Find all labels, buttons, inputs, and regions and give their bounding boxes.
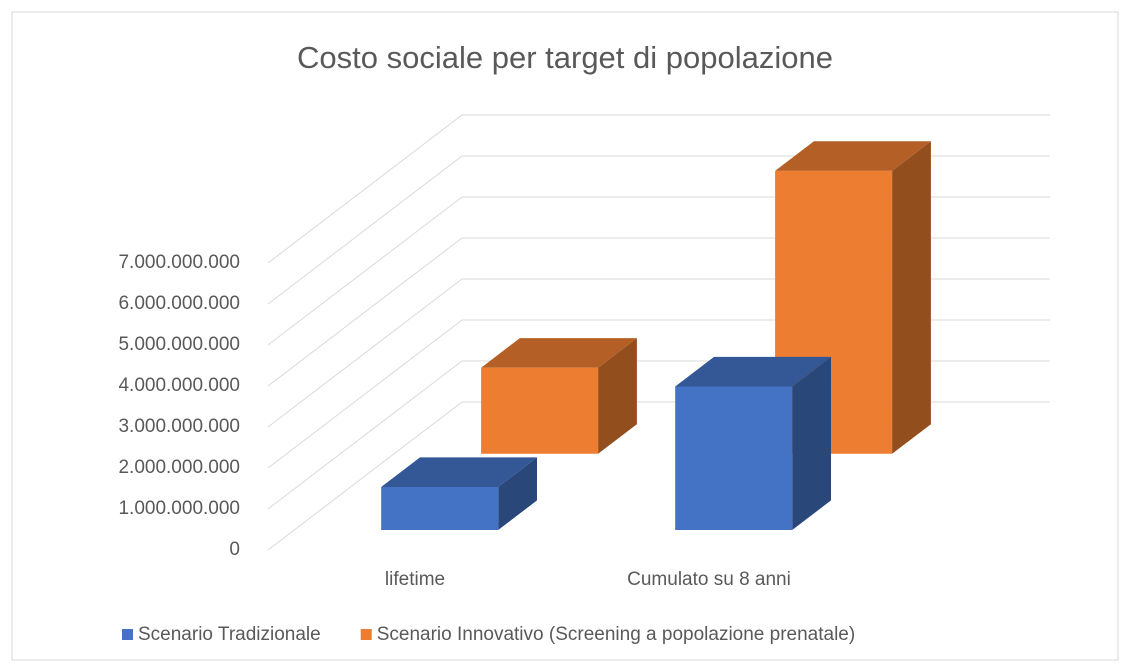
y-tick-label: 7.000.000.000 [118,252,240,273]
bar-top [675,356,831,387]
bar-front [481,367,599,454]
bar-front [675,386,793,531]
bar-side [892,141,931,454]
bar-top [381,457,537,487]
legend-label: Scenario Tradizionale [138,624,321,645]
bar-front [381,486,499,531]
y-tick-label: 3.000.000.000 [118,416,240,437]
bar [381,457,537,531]
legend-label: Scenario Innovativo (Screening a popolaz… [377,624,855,645]
grid-line [267,278,463,428]
grid-line [267,319,463,469]
bar-top [481,338,637,368]
grid-line [267,401,463,551]
bar [481,338,637,454]
grid-line [267,237,463,387]
y-tick-label: 6.000.000.000 [118,293,240,314]
x-tick-label: lifetime [385,569,445,590]
y-tick-label: 1.000.000.000 [118,498,240,519]
y-tick-label: 5.000.000.000 [118,334,240,355]
grid-line [267,114,463,264]
bar-side [498,457,537,531]
grid-line [267,155,463,305]
bar-side [792,356,831,531]
bar [675,356,831,531]
y-tick-label: 2.000.000.000 [118,457,240,478]
chart-frame [11,11,1119,661]
x-tick-label: Cumulato su 8 anni [627,569,791,590]
chart-title: Costo sociale per target di popolazione [297,40,833,75]
legend-swatch [360,629,372,640]
grid-line [267,196,463,346]
legend-swatch [122,629,133,640]
y-tick-label: 0 [229,539,240,560]
bar-top [775,141,931,171]
grid-line [267,360,463,510]
bar-side [598,338,637,454]
y-tick-label: 4.000.000.000 [118,375,240,396]
